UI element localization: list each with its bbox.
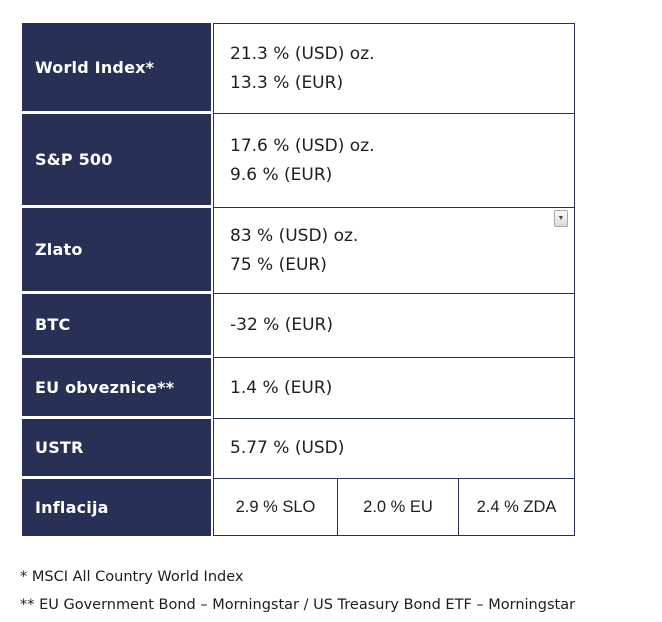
value-line: 75 % (EUR) bbox=[230, 254, 327, 275]
value-line: -32 % (EUR) bbox=[230, 315, 333, 335]
row-label-inflacija: Inflacija bbox=[22, 479, 211, 536]
row-label-ustr: USTR bbox=[22, 419, 211, 479]
value-line: 5.77 % (USD) bbox=[230, 438, 345, 458]
inflation-cell-eu: 2.0 % EU bbox=[337, 479, 458, 536]
value-line: 21.3 % (USD) oz. bbox=[230, 43, 375, 64]
row-value-btc: -32 % (EUR) bbox=[213, 294, 575, 358]
row-value-eu-obveznice: 1.4 % (EUR) bbox=[213, 358, 575, 419]
row-value-world-index: 21.3 % (USD) oz. 13.3 % (EUR) bbox=[213, 23, 575, 114]
table-row: USTR 5.77 % (USD) bbox=[22, 419, 575, 479]
table-row: Inflacija 2.9 % SLO 2.0 % EU 2.4 % ZDA bbox=[22, 479, 575, 536]
table-row: EU obveznice** 1.4 % (EUR) bbox=[22, 358, 575, 419]
chevron-down-icon: ▼ bbox=[557, 215, 565, 222]
inflation-cell-slo: 2.9 % SLO bbox=[213, 479, 337, 536]
row-label-world-index: World Index* bbox=[22, 23, 211, 114]
table-row: Zlato ▼ 83 % (USD) oz. 75 % (EUR) bbox=[22, 208, 575, 294]
value-line: 1.4 % (EUR) bbox=[230, 377, 333, 398]
row-value-ustr: 5.77 % (USD) bbox=[213, 419, 575, 479]
footnote-bonds: ** EU Government Bond – Morningstar / US… bbox=[20, 597, 576, 613]
row-label-sp500: S&P 500 bbox=[22, 114, 211, 208]
table-row: S&P 500 17.6 % (USD) oz. 9.6 % (EUR) bbox=[22, 114, 575, 208]
row-label-eu-obveznice: EU obveznice** bbox=[22, 358, 211, 419]
inflation-cell-zda: 2.4 % ZDA bbox=[458, 479, 575, 536]
table-row: BTC -32 % (EUR) bbox=[22, 294, 575, 358]
footnotes: * MSCI All Country World Index ** EU Gov… bbox=[20, 563, 575, 619]
dropdown-button[interactable]: ▼ bbox=[554, 210, 568, 227]
footnote-msci: * MSCI All Country World Index bbox=[20, 569, 244, 585]
returns-table: World Index* 21.3 % (USD) oz. 13.3 % (EU… bbox=[22, 23, 575, 536]
row-label-zlato: Zlato bbox=[22, 208, 211, 294]
value-line: 83 % (USD) oz. bbox=[230, 225, 359, 246]
row-value-sp500: 17.6 % (USD) oz. 9.6 % (EUR) bbox=[213, 114, 575, 208]
row-value-zlato: ▼ 83 % (USD) oz. 75 % (EUR) bbox=[213, 208, 575, 294]
table-row: World Index* 21.3 % (USD) oz. 13.3 % (EU… bbox=[22, 23, 575, 114]
value-line: 17.6 % (USD) oz. bbox=[230, 135, 375, 156]
row-value-inflacija: 2.9 % SLO 2.0 % EU 2.4 % ZDA bbox=[213, 479, 575, 536]
value-line: 9.6 % (EUR) bbox=[230, 164, 333, 185]
row-label-btc: BTC bbox=[22, 294, 211, 358]
value-line: 13.3 % (EUR) bbox=[230, 72, 344, 93]
